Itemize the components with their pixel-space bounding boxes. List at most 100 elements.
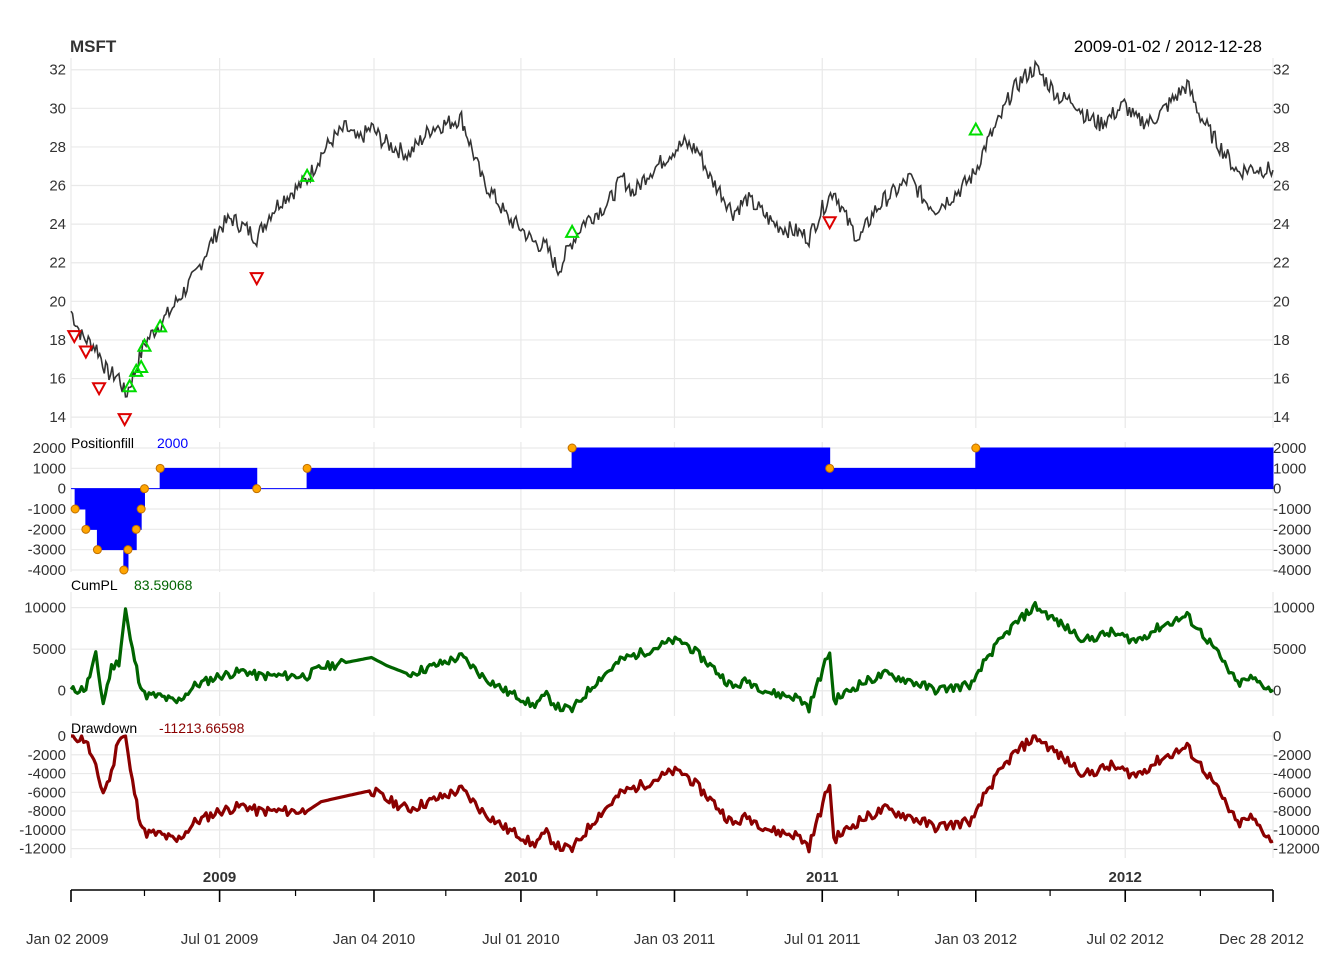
x-date-label: Jul 02 2012 <box>1086 931 1164 948</box>
x-date-label: Jul 01 2011 <box>784 931 860 948</box>
y-tick-label-left: 0 <box>58 481 66 498</box>
buy-marker <box>133 358 149 373</box>
y-tick-label-left: 14 <box>49 409 66 426</box>
y-tick-label-left: -2000 <box>28 521 66 538</box>
y-tick-label-right: 0 <box>1273 728 1281 745</box>
y-tick-label-right: -4000 <box>1273 766 1311 783</box>
position-fill-marker <box>70 504 80 514</box>
y-tick-label-left: -1000 <box>28 501 66 518</box>
y-tick-label-right: 20 <box>1273 293 1290 310</box>
y-tick-label-left: -3000 <box>28 542 66 559</box>
cumpl-panel-label: CumPL <box>71 577 118 593</box>
price-panel: 14 14 16 16 18 18 20 20 22 22 24 24 26 26 28 28 30 30 32 32 <box>49 59 1290 428</box>
y-tick-label-left: 26 <box>49 178 66 195</box>
x-date-label: Jan 04 2010 <box>333 931 416 948</box>
y-tick-label-right: 10000 <box>1273 600 1315 617</box>
y-tick-label-right: -2000 <box>1273 521 1311 538</box>
y-tick-label-right: -3000 <box>1273 542 1311 559</box>
y-tick-label-right: 5000 <box>1273 641 1306 658</box>
buy-marker <box>968 121 984 136</box>
position-fill-marker <box>302 463 312 473</box>
x-date-label: Jan 03 2011 <box>634 931 715 948</box>
position-fill-marker <box>252 484 262 494</box>
sell-marker <box>821 216 838 231</box>
sell-marker <box>66 330 82 345</box>
x-year-label: 2012 <box>1109 869 1142 886</box>
sell-marker <box>249 272 265 287</box>
sell-marker <box>78 345 94 360</box>
position-fill-marker <box>825 463 835 473</box>
buy-marker <box>136 337 153 352</box>
position-fill-marker <box>567 443 577 453</box>
y-tick-label-left: -4000 <box>28 766 66 783</box>
y-tick-label-right: 16 <box>1273 371 1290 388</box>
y-tick-label-left: 0 <box>58 728 66 745</box>
y-tick-label-right: -12000 <box>1273 841 1320 858</box>
y-tick-label-right: 14 <box>1273 409 1290 426</box>
position-fill-marker <box>119 565 129 575</box>
y-tick-label-left: 22 <box>49 255 66 272</box>
y-tick-label-left: 28 <box>49 139 66 156</box>
x-year-label: 2011 <box>806 869 839 886</box>
drawdown-line <box>71 734 1274 854</box>
y-tick-label-right: 0 <box>1273 683 1281 700</box>
buy-marker <box>299 167 315 182</box>
cumpl-line <box>69 600 1274 714</box>
x-year-label: 2010 <box>504 869 537 886</box>
y-tick-label-right: 26 <box>1273 178 1290 195</box>
x-date-label: Jul 01 2010 <box>482 931 560 948</box>
position-fill-marker <box>139 484 149 494</box>
y-tick-label-left: 5000 <box>33 641 66 658</box>
position-fill-marker <box>123 545 133 555</box>
y-tick-label-left: -12000 <box>19 841 66 858</box>
y-tick-label-left: 2000 <box>33 440 66 457</box>
y-tick-label-left: -8000 <box>28 803 66 820</box>
y-tick-label-right: 24 <box>1273 216 1290 233</box>
x-date-label: Jul 01 2009 <box>181 931 259 948</box>
y-tick-label-right: 30 <box>1273 100 1290 117</box>
position-panel: -4000 -4000 -3000 -3000 -2000 -2000 -1000 -1000… <box>28 440 1312 579</box>
buy-marker <box>564 223 580 238</box>
sell-marker <box>116 413 133 428</box>
x-date-label: Dec 28 2012 <box>1219 931 1304 948</box>
y-tick-label-right: -2000 <box>1273 747 1311 764</box>
chart-title: MSFT <box>70 37 117 56</box>
y-tick-label-right: 1000 <box>1273 460 1306 477</box>
x-date-label: Jan 03 2012 <box>935 931 1018 948</box>
y-tick-label-left: 30 <box>49 100 66 117</box>
y-tick-label-left: -6000 <box>28 784 66 801</box>
y-tick-label-right: -6000 <box>1273 784 1311 801</box>
position-fill-marker <box>155 463 165 473</box>
y-tick-label-left: 18 <box>49 332 66 349</box>
y-tick-label-left: 20 <box>49 293 66 310</box>
price-line <box>70 59 1274 398</box>
y-tick-label-left: -2000 <box>28 747 66 764</box>
sell-marker <box>91 382 107 397</box>
y-tick-label-left: 0 <box>58 683 66 700</box>
position-panel-label: Positionfill <box>71 435 134 451</box>
y-tick-label-left: 32 <box>49 62 66 79</box>
y-tick-label-left: 16 <box>49 371 66 388</box>
position-fill-marker <box>971 443 981 453</box>
x-date-label: Jan 02 2009 <box>26 931 109 948</box>
y-tick-label-right: -1000 <box>1273 501 1311 518</box>
position-fill-marker <box>92 545 102 555</box>
y-tick-label-right: 28 <box>1273 139 1290 156</box>
buy-marker <box>121 378 138 393</box>
drawdown-panel-value: -11213.66598 <box>159 720 245 736</box>
y-tick-label-right: -10000 <box>1273 822 1320 839</box>
y-tick-label-left: -4000 <box>28 562 66 579</box>
y-tick-label-right: 0 <box>1273 481 1281 498</box>
y-tick-label-right: 32 <box>1273 62 1290 79</box>
buy-marker <box>128 362 144 377</box>
y-tick-label-right: -4000 <box>1273 562 1311 579</box>
y-tick-label-right: 22 <box>1273 255 1290 272</box>
x-year-label: 2009 <box>203 869 236 886</box>
y-tick-label-left: 24 <box>49 216 66 233</box>
y-tick-label-left: -10000 <box>19 822 66 839</box>
grid-layer <box>70 58 1274 858</box>
date-range-label: 2009-01-02 / 2012-12-28 <box>1074 37 1262 56</box>
drawdown-panel-label: Drawdown <box>71 720 137 736</box>
x-axis: Jan 02 2009 Jul 01 2009 Jan 04 2010 Jul 01 … <box>26 869 1304 948</box>
position-fill-marker <box>81 524 91 534</box>
